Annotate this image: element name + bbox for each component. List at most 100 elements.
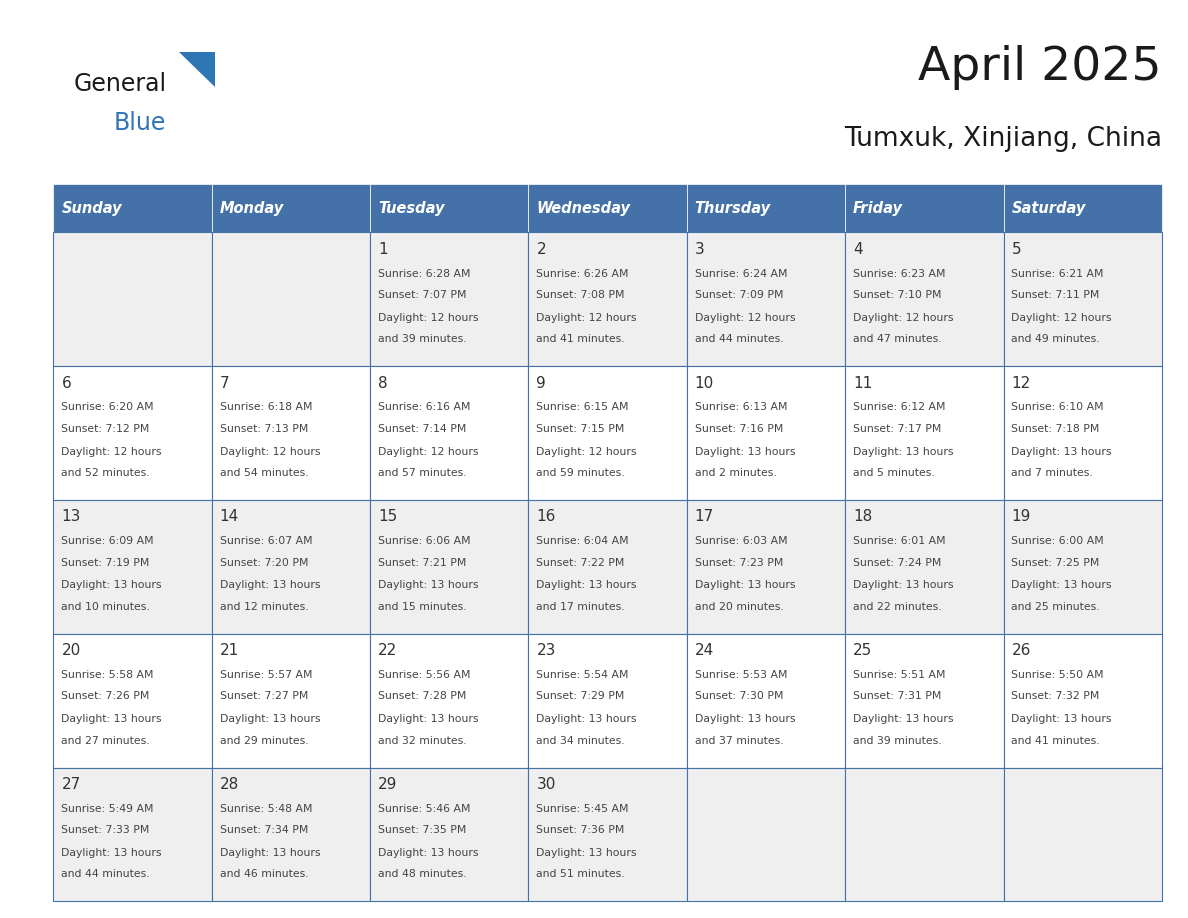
Text: Sunrise: 5:50 AM: Sunrise: 5:50 AM — [1011, 670, 1104, 680]
Text: and 32 minutes.: and 32 minutes. — [378, 735, 467, 745]
Text: Daylight: 13 hours: Daylight: 13 hours — [62, 714, 162, 724]
Text: April 2025: April 2025 — [918, 45, 1162, 91]
Text: 10: 10 — [695, 375, 714, 390]
Text: Sunrise: 6:21 AM: Sunrise: 6:21 AM — [1011, 269, 1104, 278]
Text: and 12 minutes.: and 12 minutes. — [220, 601, 309, 611]
Text: Sunset: 7:31 PM: Sunset: 7:31 PM — [853, 691, 941, 701]
Text: and 52 minutes.: and 52 minutes. — [62, 468, 150, 478]
Text: Sunrise: 6:18 AM: Sunrise: 6:18 AM — [220, 402, 312, 412]
Text: Blue: Blue — [114, 110, 166, 135]
Text: Daylight: 13 hours: Daylight: 13 hours — [220, 580, 321, 590]
Text: and 20 minutes.: and 20 minutes. — [695, 601, 784, 611]
Text: Sunset: 7:23 PM: Sunset: 7:23 PM — [695, 557, 783, 567]
Text: 17: 17 — [695, 509, 714, 524]
Text: Daylight: 12 hours: Daylight: 12 hours — [695, 313, 795, 323]
Text: Sunset: 7:22 PM: Sunset: 7:22 PM — [537, 557, 625, 567]
Text: Daylight: 13 hours: Daylight: 13 hours — [695, 446, 795, 456]
Text: Wednesday: Wednesday — [537, 200, 631, 216]
Text: Sunset: 7:16 PM: Sunset: 7:16 PM — [695, 424, 783, 434]
Text: and 57 minutes.: and 57 minutes. — [378, 468, 467, 478]
Text: Daylight: 13 hours: Daylight: 13 hours — [62, 848, 162, 858]
Text: 9: 9 — [537, 375, 546, 390]
Text: Daylight: 12 hours: Daylight: 12 hours — [853, 313, 954, 323]
Text: 12: 12 — [1011, 375, 1031, 390]
Text: 23: 23 — [537, 644, 556, 658]
Text: Sunrise: 5:48 AM: Sunrise: 5:48 AM — [220, 804, 312, 813]
Text: and 41 minutes.: and 41 minutes. — [1011, 735, 1100, 745]
Text: Sunrise: 6:09 AM: Sunrise: 6:09 AM — [62, 536, 154, 546]
Text: Sunrise: 5:54 AM: Sunrise: 5:54 AM — [537, 670, 628, 680]
Text: Sunset: 7:19 PM: Sunset: 7:19 PM — [62, 557, 150, 567]
Text: Tuesday: Tuesday — [378, 200, 444, 216]
Text: Sunset: 7:12 PM: Sunset: 7:12 PM — [62, 424, 150, 434]
Text: and 27 minutes.: and 27 minutes. — [62, 735, 150, 745]
Text: 19: 19 — [1011, 509, 1031, 524]
Text: Sunset: 7:11 PM: Sunset: 7:11 PM — [1011, 290, 1100, 300]
Text: 29: 29 — [378, 777, 398, 792]
Text: Sunset: 7:09 PM: Sunset: 7:09 PM — [695, 290, 783, 300]
Text: Daylight: 13 hours: Daylight: 13 hours — [220, 848, 321, 858]
Text: 16: 16 — [537, 509, 556, 524]
Text: 4: 4 — [853, 241, 862, 257]
Text: Sunrise: 6:04 AM: Sunrise: 6:04 AM — [537, 536, 628, 546]
Text: and 41 minutes.: and 41 minutes. — [537, 334, 625, 344]
Text: 13: 13 — [62, 509, 81, 524]
Text: Daylight: 13 hours: Daylight: 13 hours — [537, 580, 637, 590]
Text: Sunset: 7:26 PM: Sunset: 7:26 PM — [62, 691, 150, 701]
Text: Sunset: 7:17 PM: Sunset: 7:17 PM — [853, 424, 941, 434]
Text: Daylight: 13 hours: Daylight: 13 hours — [1011, 714, 1112, 724]
Text: 28: 28 — [220, 777, 239, 792]
Text: Sunrise: 5:58 AM: Sunrise: 5:58 AM — [62, 670, 154, 680]
Text: 5: 5 — [1011, 241, 1020, 257]
Text: Daylight: 13 hours: Daylight: 13 hours — [695, 714, 795, 724]
Text: Tumxuk, Xinjiang, China: Tumxuk, Xinjiang, China — [843, 126, 1162, 151]
Text: Sunset: 7:15 PM: Sunset: 7:15 PM — [537, 424, 625, 434]
Text: 3: 3 — [695, 241, 704, 257]
Text: Daylight: 13 hours: Daylight: 13 hours — [220, 714, 321, 724]
Text: Daylight: 13 hours: Daylight: 13 hours — [378, 714, 479, 724]
Text: Sunset: 7:13 PM: Sunset: 7:13 PM — [220, 424, 308, 434]
Text: Daylight: 12 hours: Daylight: 12 hours — [537, 446, 637, 456]
Text: Sunrise: 5:53 AM: Sunrise: 5:53 AM — [695, 670, 788, 680]
Text: Sunset: 7:07 PM: Sunset: 7:07 PM — [378, 290, 467, 300]
Text: and 49 minutes.: and 49 minutes. — [1011, 334, 1100, 344]
Text: Monday: Monday — [220, 200, 284, 216]
Text: Sunrise: 6:15 AM: Sunrise: 6:15 AM — [537, 402, 628, 412]
Text: Sunset: 7:10 PM: Sunset: 7:10 PM — [853, 290, 942, 300]
Text: Daylight: 12 hours: Daylight: 12 hours — [378, 446, 479, 456]
Text: Sunset: 7:35 PM: Sunset: 7:35 PM — [378, 825, 467, 835]
Text: 14: 14 — [220, 509, 239, 524]
Text: Sunset: 7:24 PM: Sunset: 7:24 PM — [853, 557, 941, 567]
Text: Sunset: 7:33 PM: Sunset: 7:33 PM — [62, 825, 150, 835]
Text: 30: 30 — [537, 777, 556, 792]
Text: and 2 minutes.: and 2 minutes. — [695, 468, 777, 478]
Text: Sunset: 7:30 PM: Sunset: 7:30 PM — [695, 691, 783, 701]
Text: 26: 26 — [1011, 644, 1031, 658]
Text: 20: 20 — [62, 644, 81, 658]
Text: 2: 2 — [537, 241, 546, 257]
Text: Sunrise: 6:01 AM: Sunrise: 6:01 AM — [853, 536, 946, 546]
Text: Sunrise: 6:00 AM: Sunrise: 6:00 AM — [1011, 536, 1104, 546]
Text: Daylight: 13 hours: Daylight: 13 hours — [853, 580, 954, 590]
Text: and 10 minutes.: and 10 minutes. — [62, 601, 150, 611]
Text: Sunrise: 5:57 AM: Sunrise: 5:57 AM — [220, 670, 312, 680]
Text: Daylight: 13 hours: Daylight: 13 hours — [1011, 446, 1112, 456]
Text: Daylight: 13 hours: Daylight: 13 hours — [853, 714, 954, 724]
Text: 15: 15 — [378, 509, 397, 524]
Text: Daylight: 12 hours: Daylight: 12 hours — [1011, 313, 1112, 323]
Text: 21: 21 — [220, 644, 239, 658]
Text: Daylight: 13 hours: Daylight: 13 hours — [537, 848, 637, 858]
Text: and 51 minutes.: and 51 minutes. — [537, 869, 625, 879]
Text: Sunset: 7:27 PM: Sunset: 7:27 PM — [220, 691, 308, 701]
Text: Thursday: Thursday — [695, 200, 771, 216]
Text: Daylight: 12 hours: Daylight: 12 hours — [378, 313, 479, 323]
Text: Sunrise: 5:49 AM: Sunrise: 5:49 AM — [62, 804, 154, 813]
Text: Sunrise: 6:03 AM: Sunrise: 6:03 AM — [695, 536, 788, 546]
Text: Sunrise: 6:24 AM: Sunrise: 6:24 AM — [695, 269, 788, 278]
Text: Daylight: 13 hours: Daylight: 13 hours — [1011, 580, 1112, 590]
Text: and 34 minutes.: and 34 minutes. — [537, 735, 625, 745]
Text: 8: 8 — [378, 375, 387, 390]
Text: and 25 minutes.: and 25 minutes. — [1011, 601, 1100, 611]
Text: 11: 11 — [853, 375, 872, 390]
Text: Daylight: 13 hours: Daylight: 13 hours — [378, 580, 479, 590]
